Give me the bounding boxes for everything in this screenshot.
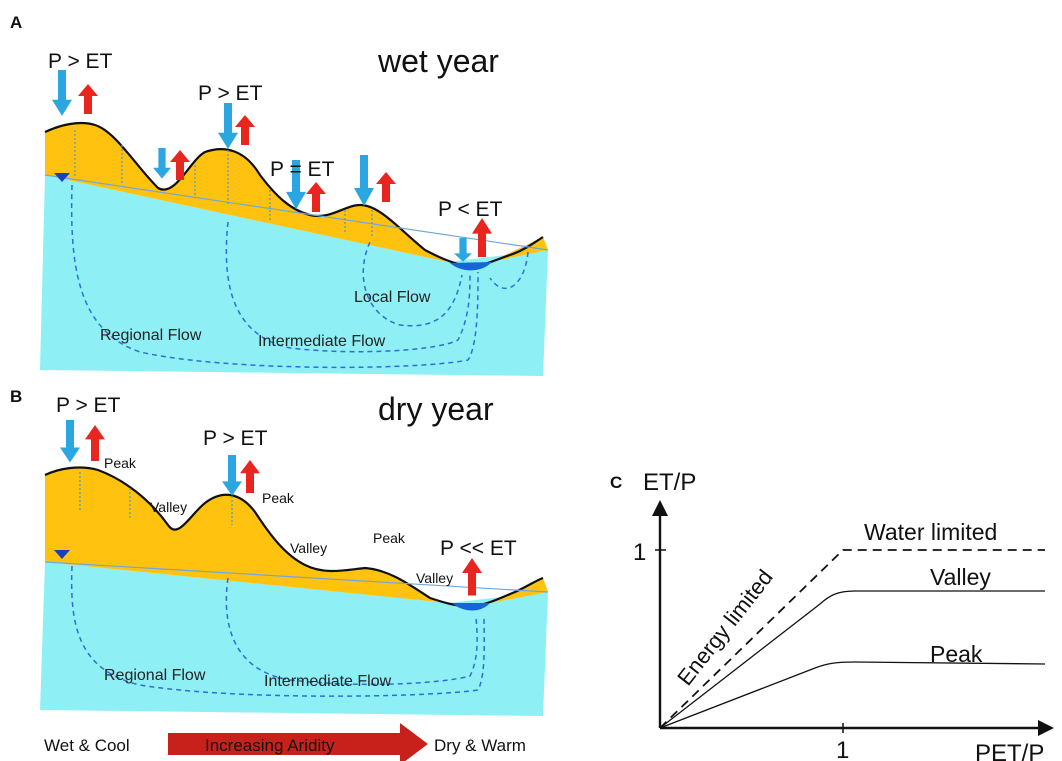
terrain-valley-2: Valley: [290, 540, 327, 556]
panel-b-title: dry year: [378, 391, 494, 427]
label-a-p3: P = ET: [270, 158, 335, 181]
label-b-p2: P > ET: [203, 427, 268, 450]
aridity-middle-label: Increasing Aridity: [205, 736, 335, 755]
groundwater-zone-b: [40, 562, 548, 716]
aridity-left-label: Wet & Cool: [44, 736, 130, 755]
water-table-marker-b: [54, 550, 70, 559]
panel-b-letter: B: [10, 387, 22, 406]
pond-a: [450, 262, 492, 271]
panel-c: C ET/P 1 1 PET/P Water limited Valley Pe…: [610, 469, 1054, 761]
flow-paths-a: [70, 184, 529, 369]
flow-label-regional-b: Regional Flow: [104, 667, 206, 684]
label-b-p1: P > ET: [56, 394, 121, 417]
x-axis-arrowhead: [1038, 720, 1054, 736]
peak-curve: [659, 661, 1046, 729]
flow-label-local-a: Local Flow: [354, 289, 431, 306]
water-limited-label: Water limited: [864, 519, 997, 545]
limit-dashed-line: [659, 549, 1045, 729]
y-axis-arrowhead: [652, 500, 668, 516]
valley-curve: [659, 590, 1045, 729]
label-a-p1: P > ET: [48, 50, 113, 73]
aridity-bar: Wet & Cool Increasing Aridity Dry & Warm: [44, 723, 526, 761]
pond-b: [452, 603, 490, 611]
peak-curve-label: Peak: [930, 641, 983, 667]
aridity-arrow: [168, 723, 428, 761]
terrain-peak-2: Peak: [262, 490, 295, 506]
infiltration-lines-b: [79, 472, 233, 525]
label-a-p2: P > ET: [198, 82, 263, 105]
flow-label-intermediate-b: Intermediate Flow: [264, 673, 392, 690]
y-tick-label: 1: [633, 539, 646, 566]
label-b-p3: P << ET: [440, 537, 517, 560]
x-axis-label: PET/P: [975, 740, 1044, 761]
infiltration-lines-a: [74, 130, 373, 238]
soil-layer-a: [45, 122, 448, 262]
y-axis-label: ET/P: [643, 469, 696, 496]
panel-a-title: wet year: [377, 43, 499, 79]
label-a-p4: P < ET: [438, 198, 503, 221]
water-table-a: [44, 174, 549, 251]
terrain-peak-3: Peak: [373, 530, 406, 546]
x-tick-label: 1: [836, 737, 849, 761]
terrain-peak-1: Peak: [104, 455, 137, 471]
panel-c-letter: C: [610, 473, 622, 492]
flow-paths-b: [70, 565, 485, 697]
panel-b: B dry year P > ET P > ET P << ET: [10, 387, 549, 716]
valley-curve-label: Valley: [930, 564, 991, 590]
water-table-b: [44, 561, 549, 593]
energy-limited-label: Energy limited: [672, 565, 778, 690]
terrain-valley-1: Valley: [150, 499, 187, 515]
panel-a-letter: A: [10, 13, 22, 32]
aridity-right-label: Dry & Warm: [434, 736, 526, 755]
soil-layer-b: [45, 467, 448, 603]
flow-label-intermediate-a: Intermediate Flow: [258, 333, 386, 350]
water-table-marker-a: [54, 173, 70, 182]
terrain-valley-3: Valley: [416, 570, 453, 586]
flow-label-regional-a: Regional Flow: [100, 327, 202, 344]
panel-a: A wet year: [10, 13, 549, 376]
